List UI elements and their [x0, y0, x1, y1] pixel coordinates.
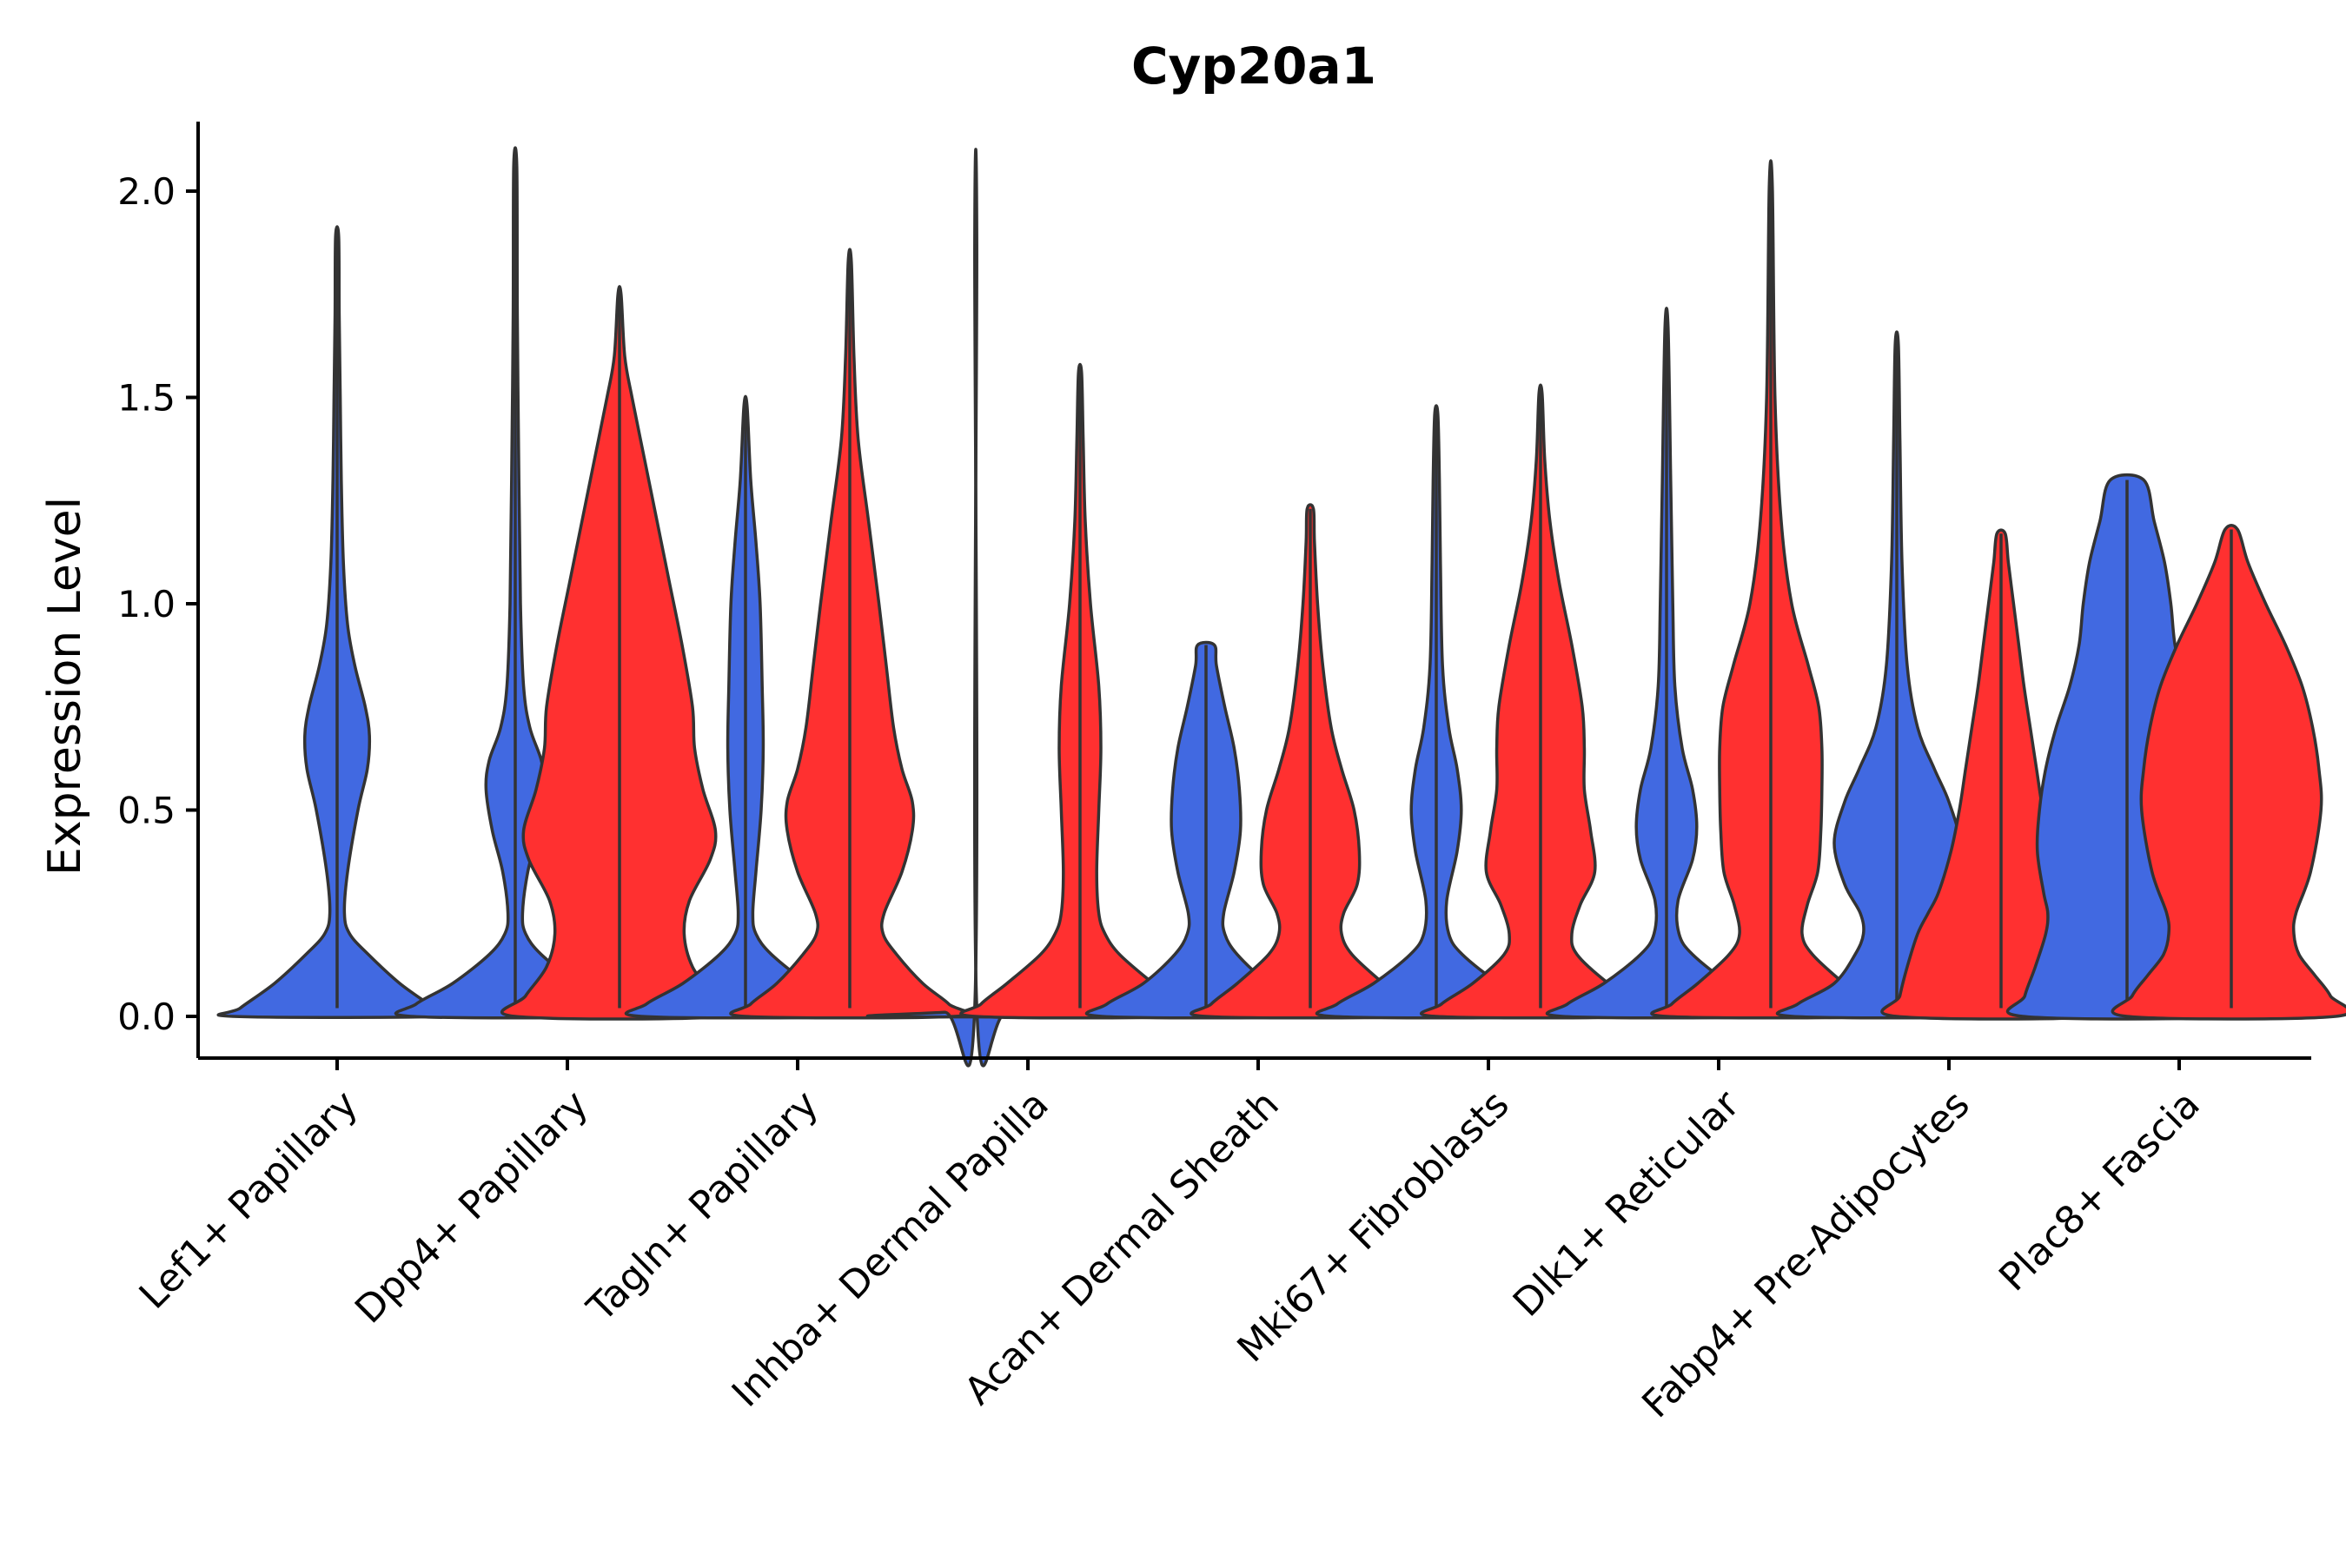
axes — [196, 122, 2311, 1060]
x-tick-label: Dpp4+ Papillary — [347, 1082, 597, 1333]
x-tick-label: Dlk1+ Reticular — [1505, 1082, 1749, 1326]
y-axis-label: Expression Level — [39, 497, 91, 876]
x-tick-label: Plac8+ Fascia — [1991, 1082, 2209, 1300]
violin-group — [216, 146, 2346, 1068]
x-tick-label: Lef1+ Papillary — [131, 1082, 367, 1318]
y-tick-label: 0.0 — [117, 996, 176, 1038]
y-tick-label: 1.5 — [117, 377, 176, 420]
y-tick-label: 0.5 — [117, 790, 176, 832]
x-tick-label: Tagln+ Papillary — [579, 1082, 827, 1331]
y-tick-label: 1.0 — [117, 583, 176, 625]
y-ticks: 0.0 0.5 1.0 1.5 2.0 — [117, 170, 198, 1038]
violin-red-group — [2111, 524, 2346, 1021]
chart-title: Cyp20a1 — [1131, 36, 1376, 96]
y-tick-label: 2.0 — [117, 170, 176, 213]
